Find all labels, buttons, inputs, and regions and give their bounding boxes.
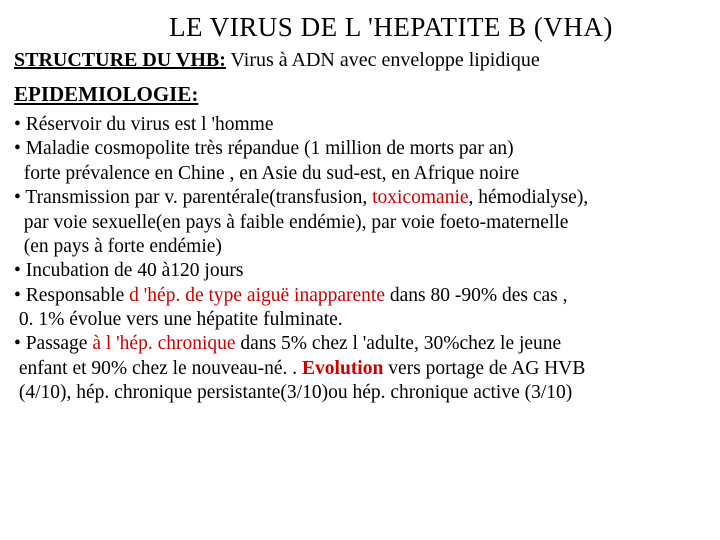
structure-text: Virus à ADN avec enveloppe lipidique (226, 49, 540, 71)
toxicomanie-text: toxicomanie (372, 187, 468, 208)
content-block: • Réservoir du virus est l 'homme • Mala… (14, 113, 708, 406)
passage-l2-pre: enfant et 90% chez le nouveau-né. . (14, 358, 302, 379)
passage-l2-post: vers portage de AG HVB (383, 358, 585, 379)
passage-post: dans 5% chez l 'adulte, 30%chez le jeune (236, 333, 562, 354)
bullet-passage-line2: enfant et 90% chez le nouveau-né. . Evol… (14, 357, 708, 381)
hep-aigue-text: d 'hép. de type aiguë inapparente (129, 285, 385, 306)
structure-label: STRUCTURE DU VHB: (14, 49, 226, 71)
structure-line: STRUCTURE DU VHB: Virus à ADN avec envel… (14, 49, 708, 72)
transmission-pre: • Transmission par v. parentérale(transf… (14, 187, 372, 208)
bullet-maladie-line2: forte prévalence en Chine , en Asie du s… (14, 162, 708, 186)
page-title: LE VIRUS DE L 'HEPATITE B (VHA) (74, 12, 708, 43)
bullet-responsable: • Responsable d 'hép. de type aiguë inap… (14, 284, 708, 308)
passage-pre: • Passage (14, 333, 92, 354)
evolution-text: Evolution (302, 358, 383, 379)
responsable-post: dans 80 -90% des cas , (385, 285, 568, 306)
bullet-passage-line3: (4/10), hép. chronique persistante(3/10)… (14, 381, 708, 405)
bullet-transmission-line3: (en pays à forte endémie) (14, 235, 708, 259)
bullet-responsable-line2: 0. 1% évolue vers une hépatite fulminate… (14, 308, 708, 332)
bullet-incubation: • Incubation de 40 à120 jours (14, 259, 708, 283)
bullet-reservoir: • Réservoir du virus est l 'homme (14, 113, 708, 137)
document-page: LE VIRUS DE L 'HEPATITE B (VHA) STRUCTUR… (0, 0, 720, 414)
responsable-pre: • Responsable (14, 285, 129, 306)
bullet-maladie: • Maladie cosmopolite très répandue (1 m… (14, 137, 708, 161)
bullet-passage: • Passage à l 'hép. chronique dans 5% ch… (14, 332, 708, 356)
hep-chronique-text: à l 'hép. chronique (92, 333, 235, 354)
epidemiology-heading: EPIDEMIOLOGIE: (14, 82, 708, 107)
bullet-transmission-line2: par voie sexuelle(en pays à faible endém… (14, 211, 708, 235)
bullet-transmission: • Transmission par v. parentérale(transf… (14, 186, 708, 210)
transmission-post: , hémodialyse), (469, 187, 589, 208)
